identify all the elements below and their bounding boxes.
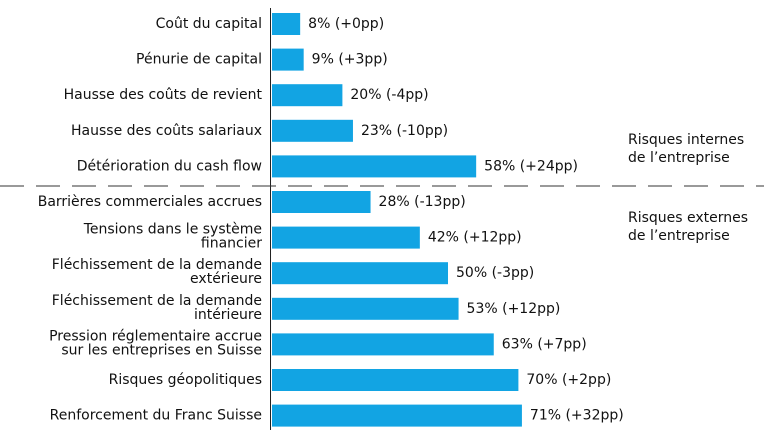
category-label: Détérioration du cash flow	[77, 158, 262, 174]
group-label: de l’entreprise	[628, 228, 730, 244]
category-label: sur les entreprises en Suisse	[61, 342, 262, 358]
category-label: Tensions dans le système	[83, 222, 262, 238]
category-label: Coût du capital	[156, 16, 262, 32]
category-label: intérieure	[194, 307, 262, 323]
bar	[272, 155, 477, 178]
category-label: extérieure	[190, 271, 262, 287]
group-label: Risques internes	[628, 132, 744, 148]
category-label: Fléchissement de la demande	[52, 257, 262, 273]
category-label: financier	[201, 236, 262, 252]
category-label: Pression réglementaire accrue	[49, 328, 262, 344]
bar	[272, 119, 353, 142]
bar	[272, 297, 459, 320]
bar	[272, 404, 522, 427]
group-label: de l’entreprise	[628, 150, 730, 166]
value-label: 8% (+0pp)	[308, 16, 384, 32]
category-label: Renforcement du Franc Suisse	[50, 408, 262, 424]
value-label: 28% (-13pp)	[379, 194, 466, 210]
value-label: 70% (+2pp)	[526, 372, 611, 388]
value-label: 63% (+7pp)	[502, 336, 587, 352]
value-label: 53% (+12pp)	[467, 301, 561, 317]
category-label: Hausse des coûts salariaux	[71, 123, 262, 139]
value-label: 58% (+24pp)	[484, 158, 578, 174]
bar	[272, 369, 519, 391]
value-label: 23% (-10pp)	[361, 123, 448, 139]
category-label: Fléchissement de la demande	[52, 293, 262, 309]
group-label: Risques externes	[628, 210, 748, 226]
value-label: 9% (+3pp)	[312, 52, 388, 68]
value-label: 71% (+32pp)	[530, 408, 624, 424]
bar	[272, 333, 494, 356]
category-label: Hausse des coûts de revient	[64, 87, 263, 103]
bar	[272, 262, 448, 285]
value-label: 50% (-3pp)	[456, 265, 534, 281]
value-label: 20% (-4pp)	[350, 87, 428, 103]
bar	[272, 226, 420, 249]
category-label: Risques géopolitiques	[109, 372, 262, 388]
bar	[272, 84, 343, 107]
category-label: Pénurie de capital	[136, 52, 262, 68]
category-label: Barrières commerciales accrues	[38, 194, 262, 210]
bar	[272, 13, 301, 35]
value-label: 42% (+12pp)	[428, 230, 522, 246]
bar	[272, 48, 304, 71]
bar	[272, 191, 371, 213]
